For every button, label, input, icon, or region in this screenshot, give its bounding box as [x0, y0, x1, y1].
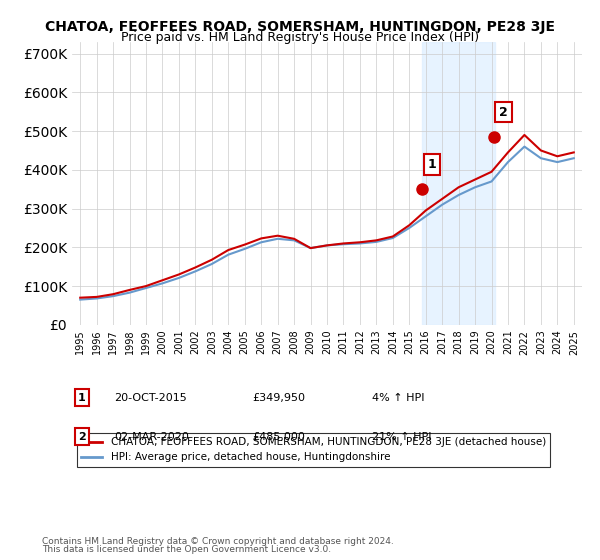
- Text: 20-OCT-2015: 20-OCT-2015: [114, 393, 187, 403]
- Text: This data is licensed under the Open Government Licence v3.0.: This data is licensed under the Open Gov…: [42, 545, 331, 554]
- Text: 1: 1: [78, 393, 86, 403]
- Legend: CHATOA, FEOFFEES ROAD, SOMERSHAM, HUNTINGDON, PE28 3JE (detached house), HPI: Av: CHATOA, FEOFFEES ROAD, SOMERSHAM, HUNTIN…: [77, 433, 550, 466]
- Text: 4% ↑ HPI: 4% ↑ HPI: [372, 393, 425, 403]
- Text: CHATOA, FEOFFEES ROAD, SOMERSHAM, HUNTINGDON, PE28 3JE: CHATOA, FEOFFEES ROAD, SOMERSHAM, HUNTIN…: [45, 20, 555, 34]
- Text: 1: 1: [427, 158, 436, 171]
- Text: 02-MAR-2020: 02-MAR-2020: [114, 432, 189, 442]
- Text: £485,000: £485,000: [252, 432, 305, 442]
- Text: 2: 2: [499, 106, 508, 119]
- Text: Contains HM Land Registry data © Crown copyright and database right 2024.: Contains HM Land Registry data © Crown c…: [42, 537, 394, 546]
- Text: 21% ↑ HPI: 21% ↑ HPI: [372, 432, 431, 442]
- Text: Price paid vs. HM Land Registry's House Price Index (HPI): Price paid vs. HM Land Registry's House …: [121, 31, 479, 44]
- Bar: [422, 42, 495, 325]
- Text: 2: 2: [78, 432, 86, 442]
- Text: £349,950: £349,950: [252, 393, 305, 403]
